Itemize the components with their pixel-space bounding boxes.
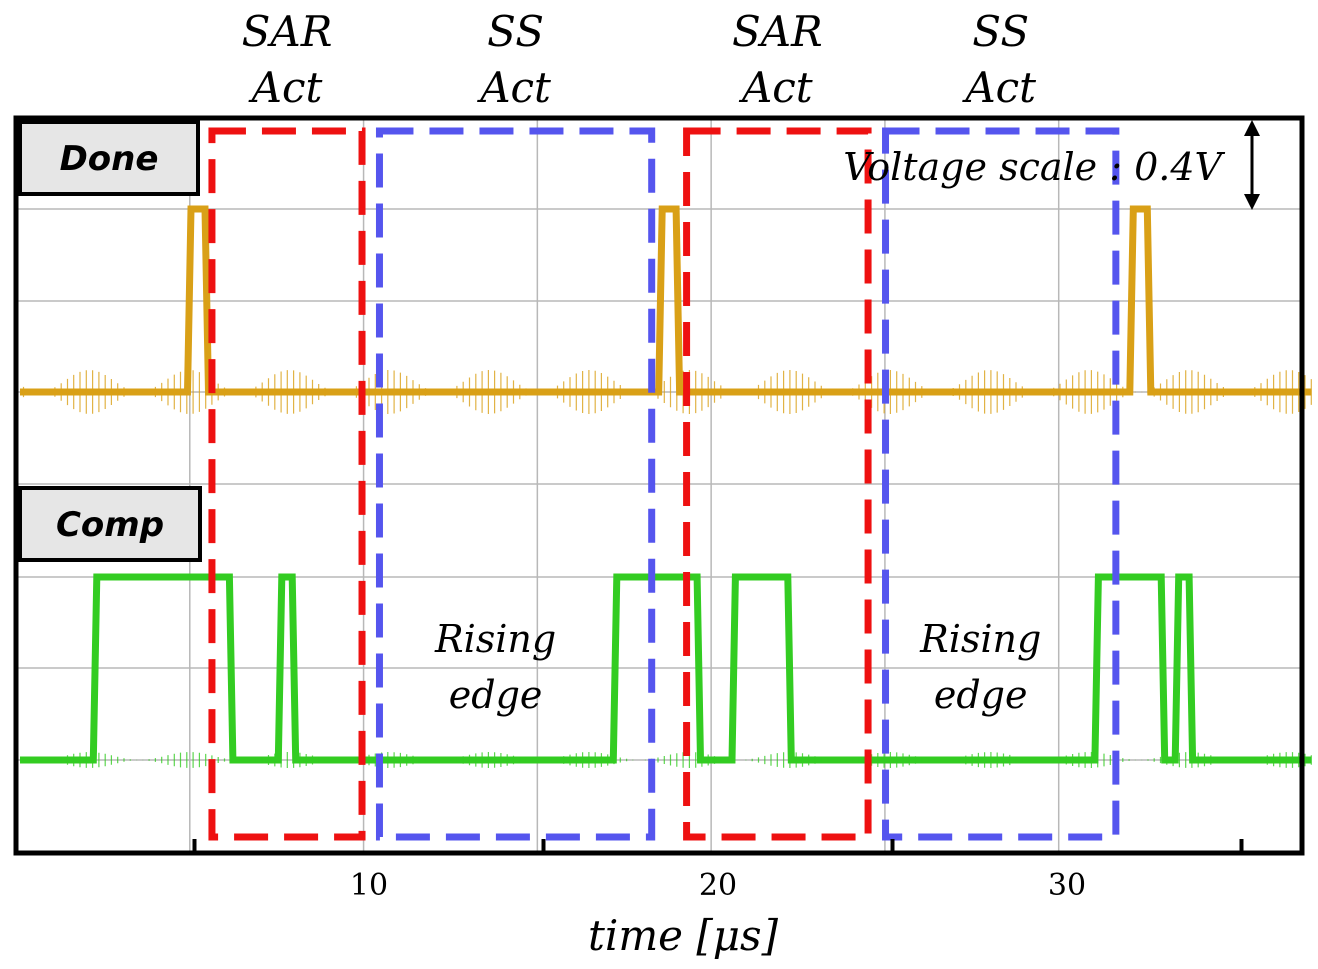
x-tick-label: 10 bbox=[350, 868, 388, 903]
scale-arrow-icon bbox=[1244, 120, 1260, 210]
comp-label-box: Comp bbox=[18, 486, 202, 562]
phase-box bbox=[375, 127, 656, 841]
annotations: Rising edge Rising edge bbox=[434, 617, 1041, 717]
x-tick-label: 30 bbox=[1048, 868, 1086, 903]
comp-label: Comp bbox=[56, 505, 164, 545]
phase-box bbox=[882, 127, 1120, 841]
rising-edge-note-line2: edge bbox=[934, 673, 1028, 717]
phase-box bbox=[683, 127, 872, 841]
phase-label-line2: Act bbox=[961, 63, 1036, 112]
done-label: Done bbox=[60, 139, 159, 179]
phase-label-line1: SAR bbox=[732, 7, 823, 56]
x-tick-label: 20 bbox=[699, 868, 737, 903]
phase-label-line1: SAR bbox=[242, 7, 333, 56]
phase-label-line2: Act bbox=[738, 63, 813, 112]
trace-done bbox=[20, 205, 1312, 396]
phase-label-line1: SS bbox=[487, 7, 544, 56]
x-axis: 10 20 30 bbox=[192, 839, 1244, 903]
done-label-box: Done bbox=[18, 120, 200, 196]
x-axis-label: time [μs] bbox=[588, 911, 779, 960]
rising-edge-note-line1: Rising bbox=[434, 617, 556, 661]
plot-frame bbox=[13, 115, 1305, 856]
phase-label-line2: Act bbox=[248, 63, 323, 112]
rising-edge-note-line1: Rising bbox=[919, 617, 1041, 661]
phase-boxes bbox=[208, 127, 1120, 841]
phase-label-line2: Act bbox=[476, 63, 551, 112]
phase-labels: SAR Act SS Act SAR Act SS Act bbox=[242, 7, 1037, 112]
rising-edge-note-line2: edge bbox=[449, 673, 543, 717]
voltage-scale-note: Voltage scale : 0.4V bbox=[843, 145, 1225, 189]
phase-box bbox=[208, 127, 366, 841]
traces bbox=[20, 205, 1312, 768]
phase-label-line1: SS bbox=[972, 7, 1029, 56]
